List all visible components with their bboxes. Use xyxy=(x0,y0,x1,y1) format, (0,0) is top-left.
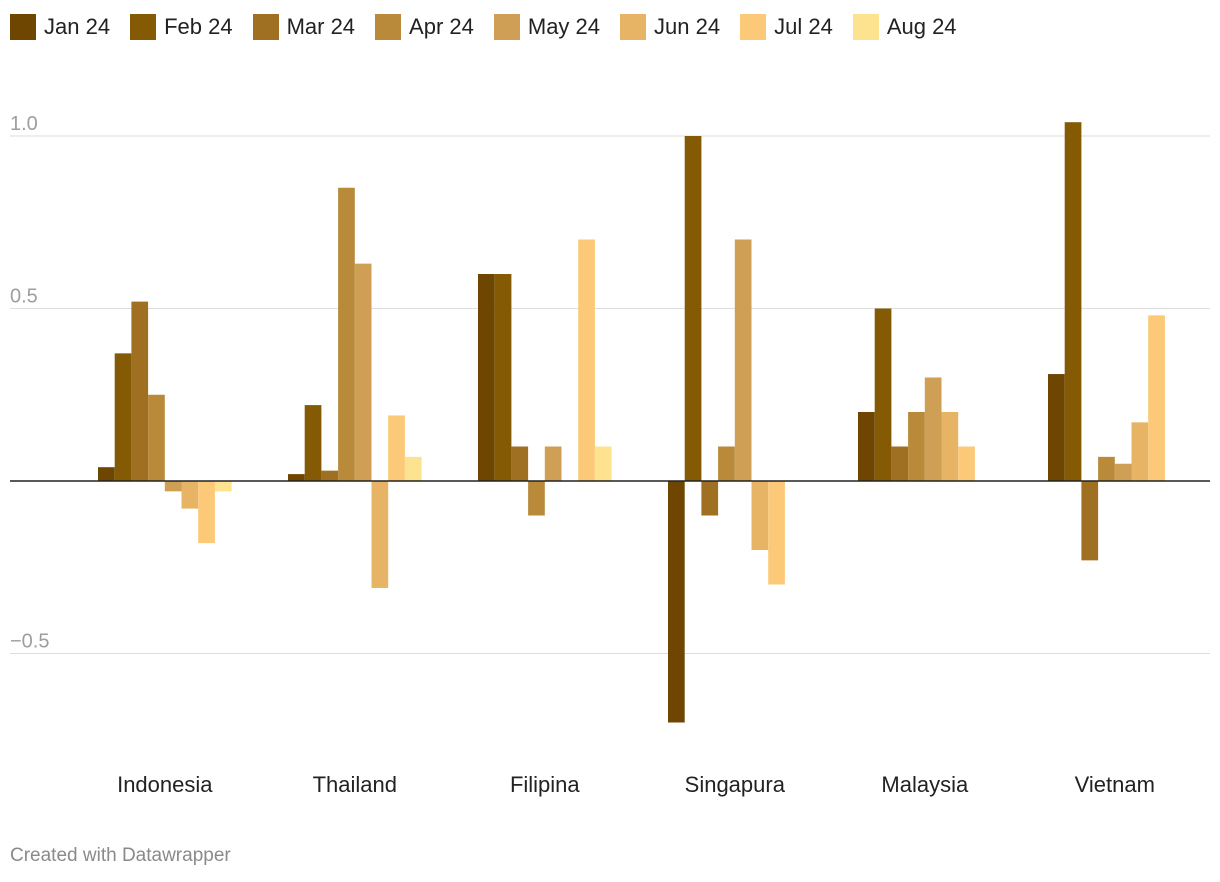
bar xyxy=(338,187,355,481)
bar xyxy=(544,446,562,481)
bar xyxy=(98,467,115,481)
y-tick-label: −0.5 xyxy=(10,631,49,653)
legend-swatch xyxy=(10,14,36,40)
legend-label: Apr 24 xyxy=(409,14,474,39)
credit-text: Created with Datawrapper xyxy=(10,845,231,866)
bar xyxy=(891,446,909,481)
bar xyxy=(371,481,389,588)
bar xyxy=(718,446,735,481)
bar xyxy=(388,415,405,481)
bar xyxy=(478,274,495,481)
bar xyxy=(874,308,892,481)
bar xyxy=(131,301,149,481)
bar xyxy=(701,481,719,516)
bar xyxy=(734,239,752,481)
bar xyxy=(404,456,422,481)
bar xyxy=(321,470,339,481)
bar xyxy=(768,481,785,585)
bar xyxy=(528,481,545,516)
legend: Jan 24 Feb 24 Mar 24 Apr 24 May 24 Jun 24 Jul … xyxy=(10,10,977,44)
bar xyxy=(1098,456,1115,481)
legend-item: Apr 24 xyxy=(375,14,474,40)
bar xyxy=(494,274,512,481)
bar xyxy=(578,239,595,481)
bar xyxy=(594,446,612,481)
legend-swatch xyxy=(620,14,647,40)
bar xyxy=(354,263,372,481)
legend-label: Aug 24 xyxy=(886,14,957,39)
bar xyxy=(288,474,305,481)
bar xyxy=(924,377,942,481)
x-category-label: Singapura xyxy=(685,772,786,797)
bar xyxy=(1114,463,1132,481)
bar xyxy=(1131,422,1149,481)
bar xyxy=(148,394,165,481)
bar xyxy=(181,481,199,509)
x-category-label: Malaysia xyxy=(881,772,969,797)
bar xyxy=(684,136,702,481)
bar xyxy=(908,412,925,481)
bar xyxy=(668,481,685,723)
bar xyxy=(958,446,975,481)
legend-swatch xyxy=(252,14,279,40)
bar xyxy=(1148,315,1165,481)
legend-label: Mar 24 xyxy=(286,14,356,39)
x-category-label: Vietnam xyxy=(1075,772,1155,797)
bar xyxy=(164,481,182,492)
bar xyxy=(114,353,132,481)
y-tick-label: 0.5 xyxy=(10,286,38,308)
legend-item: Jul 24 xyxy=(740,14,833,40)
legend-item: Mar 24 xyxy=(252,14,356,40)
legend-item: Feb 24 xyxy=(130,14,233,40)
bar xyxy=(941,412,959,481)
legend-label: Jan 24 xyxy=(44,14,111,39)
y-tick-label: 1.0 xyxy=(10,113,38,135)
bar xyxy=(214,481,232,492)
legend-label: Feb 24 xyxy=(164,14,233,39)
legend-swatch xyxy=(130,14,157,40)
bar xyxy=(304,405,322,481)
legend-swatch xyxy=(493,14,520,40)
legend-label: Jul 24 xyxy=(774,14,833,39)
x-category-label: Thailand xyxy=(313,772,397,797)
legend-item: Jan 24 xyxy=(10,14,110,40)
bar xyxy=(1048,374,1065,481)
legend-swatch xyxy=(740,14,767,40)
bar xyxy=(1081,481,1099,561)
x-category-label: Filipina xyxy=(510,772,580,797)
legend-item: Aug 24 xyxy=(852,14,957,40)
x-category-label: Indonesia xyxy=(117,772,213,797)
bar xyxy=(511,446,529,481)
legend-swatch xyxy=(375,14,402,40)
legend-item: Jun 24 xyxy=(620,14,720,40)
legend-label: May 24 xyxy=(527,14,601,39)
legend-item: May 24 xyxy=(493,14,601,40)
legend-label: Jun 24 xyxy=(654,14,721,39)
bar xyxy=(198,481,215,544)
legend-swatch xyxy=(852,14,879,40)
bar xyxy=(1064,122,1082,481)
bar xyxy=(858,412,875,481)
bar xyxy=(751,481,769,550)
